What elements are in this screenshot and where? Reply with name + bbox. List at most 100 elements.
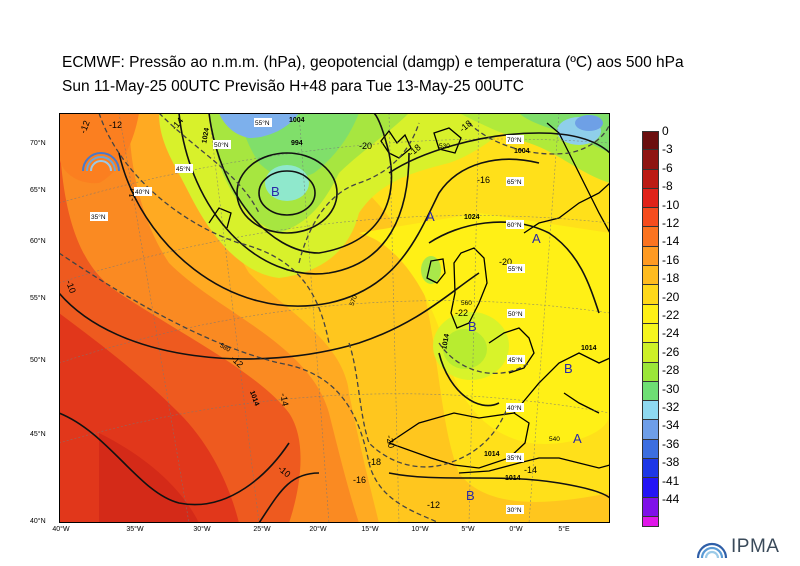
graticule-label: 50°N [214, 141, 229, 149]
coastlines [208, 122, 610, 474]
colorbar-swatch [642, 304, 659, 324]
graticule-label: 30°N [507, 506, 522, 514]
colorbar-swatch [642, 516, 659, 527]
ipma-logo-icon [696, 542, 728, 559]
graticule-label: 40°N [135, 188, 150, 196]
colorbar-swatch [642, 420, 659, 440]
temperature-label: -22 [455, 308, 468, 318]
latitude-label: 60°N [30, 238, 46, 245]
longitude-label: 0°W [509, 526, 523, 533]
colorbar-tick-label: -24 [662, 326, 680, 341]
colorbar-tick-label: -6 [662, 160, 673, 175]
longitude-label: 20°W [309, 526, 327, 533]
temperature-label: -20 [499, 257, 512, 267]
longitude-label: 25°W [253, 526, 271, 533]
temperature-label: -14 [278, 392, 290, 407]
forecast-map: B A A B B A B 1004 994 1024 1014 1024 10… [59, 113, 610, 523]
colorbar-swatch [642, 208, 659, 228]
temperature-label: -12 [109, 120, 122, 130]
graticule [59, 113, 610, 523]
graticule-label: 35°N [507, 454, 522, 462]
colorbar-swatch [642, 343, 659, 363]
low-pressure-marker: B [466, 488, 475, 503]
low-pressure-marker: B [468, 319, 477, 334]
longitude-label: 30°W [193, 526, 211, 533]
colorbar-swatch [642, 362, 659, 382]
colorbar-swatch [642, 381, 659, 402]
isobar-label: 994 [291, 140, 303, 147]
geopotential-label: 570 [349, 294, 359, 307]
temperature-label: -10 [64, 279, 78, 295]
ipma-logo-text: IPMA [731, 536, 780, 557]
latitude-label: 50°N [30, 357, 46, 364]
longitude-label: 10°W [411, 526, 429, 533]
latitude-label: 55°N [30, 295, 46, 302]
low-pressure-marker: B [564, 361, 573, 376]
isobar-label: 1014 [505, 475, 521, 482]
colorbar-tick-label: -30 [662, 381, 680, 396]
temperature-label: -12 [78, 119, 92, 135]
graticule-label: 50°N [508, 310, 523, 318]
latitude-label: 65°N [30, 187, 46, 194]
isobar-label: 1014 [581, 345, 597, 352]
high-pressure-marker: A [426, 209, 435, 224]
colorbar-swatch [642, 459, 659, 479]
colorbar-swatch [642, 131, 659, 151]
geopotential-label: 540 [549, 436, 560, 443]
colorbar-swatch [642, 169, 659, 189]
temperature-colorbar [642, 131, 659, 527]
colorbar-tick-label: 0 [662, 124, 669, 138]
graticule-label: 35°N [91, 213, 106, 221]
isobar-label: 1014 [441, 333, 451, 350]
colorbar-tick-label: -3 [662, 142, 673, 157]
colorbar-swatch [642, 323, 659, 344]
graticule-label: 60°N [507, 221, 522, 229]
graticule-label: 70°N [507, 136, 522, 144]
isobar-label: 1004 [514, 148, 530, 155]
colorbar-tick-label: -41 [662, 473, 680, 488]
longitude-label: 5°W [461, 526, 475, 533]
longitude-label: 15°W [361, 526, 379, 533]
geopotential-label: 560 [461, 300, 472, 307]
colorbar-swatch [642, 439, 659, 460]
colorbar-tick-label: -20 [662, 289, 680, 304]
colorbar-tick-label: -34 [662, 418, 680, 433]
graticule-label: 55°N [255, 119, 270, 127]
temperature-label: -20 [359, 141, 372, 151]
isobar-label: 1024 [464, 214, 480, 221]
temperature-label: -16 [353, 475, 366, 485]
colorbar-tick-label: -26 [662, 344, 680, 359]
isobar-label: 1014 [484, 451, 500, 458]
colorbar-swatch [642, 246, 659, 267]
low-pressure-marker: B [271, 184, 280, 199]
longitude-label: 40°W [52, 526, 70, 533]
colorbar-tick-label: -8 [662, 179, 673, 194]
colorbar-swatch [642, 285, 659, 305]
latitude-label: 45°N [30, 431, 46, 438]
isobars [59, 113, 610, 523]
longitude-label: 5°E [558, 526, 570, 533]
colorbar-tick-label: -12 [662, 216, 680, 230]
isobar-label: 1004 [289, 117, 305, 124]
high-pressure-marker: A [573, 431, 582, 446]
colorbar-tick-label: -44 [662, 492, 680, 506]
graticule-label: 45°N [508, 356, 523, 364]
graticule-label: 55°N [508, 265, 523, 273]
colorbar-tick-label: -18 [662, 271, 680, 286]
colorbar-tick-label: -32 [662, 400, 680, 414]
isobar-label: 1014 [248, 390, 260, 407]
colorbar-tick-label: -38 [662, 455, 680, 470]
colorbar-swatch [642, 227, 659, 247]
high-pressure-marker: A [532, 231, 541, 246]
latitude-label: 40°N [30, 518, 46, 525]
isobar-label: 1024 [201, 127, 211, 144]
graticule-label: 45°N [176, 165, 191, 173]
temperature-label: -16 [477, 175, 490, 185]
colorbar-swatch [642, 150, 659, 170]
colorbar-tick-label: -14 [662, 234, 680, 249]
latitude-label: 70°N [30, 140, 46, 147]
geopotential-label: 530 [439, 143, 450, 150]
temperature-label: -20 [384, 434, 396, 449]
chart-title-line2: Sun 11-May-25 00UTC Previsão H+48 para T… [62, 78, 524, 95]
colorbar-swatch [642, 497, 659, 517]
